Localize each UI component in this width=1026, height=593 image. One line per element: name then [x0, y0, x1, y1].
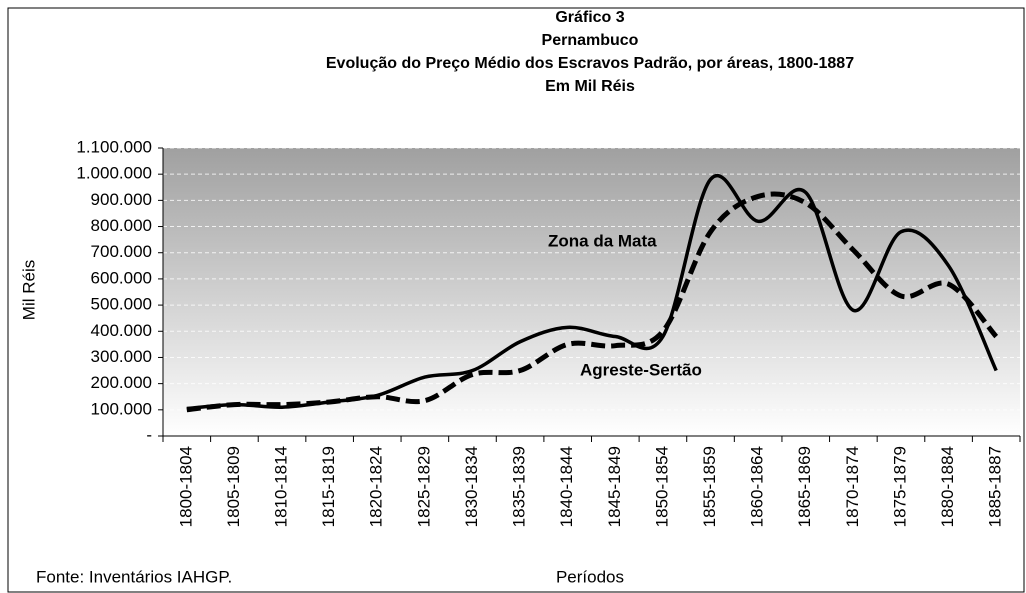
- x-tick-label: 1835-1839: [510, 446, 529, 527]
- line-series: [186, 191, 999, 413]
- chart-title: Gráfico 3: [555, 9, 624, 26]
- x-tick-label: 1825-1829: [414, 446, 433, 527]
- x-tick-label: 1820-1824: [367, 446, 386, 527]
- x-tick-label: 1815-1819: [319, 446, 338, 527]
- x-tick-label: 1860-1864: [748, 446, 767, 527]
- y-tick-label: 600.000: [91, 268, 152, 287]
- y-tick-label: 800.000: [91, 216, 152, 235]
- x-tick-label: 1875-1879: [890, 446, 909, 527]
- x-tick-label: 1800-1804: [176, 446, 195, 527]
- x-tick-label: 1855-1859: [700, 446, 719, 527]
- x-tick-label: 1810-1814: [272, 446, 291, 527]
- series-label: Agreste-Sertão: [580, 360, 702, 379]
- x-tick-label: 1865-1869: [795, 446, 814, 527]
- chart-title: Pernambuco: [542, 32, 639, 49]
- y-tick-label: 700.000: [91, 242, 152, 261]
- source-note: Fonte: Inventários IAHGP.: [36, 567, 232, 586]
- x-tick-label: 1885-1887: [986, 446, 1005, 527]
- y-tick-label: 900.000: [91, 190, 152, 209]
- y-tick-label: 100.000: [91, 399, 152, 418]
- x-tick-label: 1830-1834: [462, 446, 481, 527]
- y-tick-label: 1.000.000: [76, 164, 152, 183]
- series-label: Zona da Mata: [548, 231, 657, 250]
- y-tick-label: 500.000: [91, 295, 152, 314]
- x-tick-label: 1870-1874: [843, 446, 862, 527]
- chart-title: Evolução do Preço Médio dos Escravos Pad…: [326, 55, 854, 72]
- y-tick-label: 400.000: [91, 321, 152, 340]
- chart-title: Em Mil Réis: [545, 78, 635, 95]
- x-tick-label: 1880-1884: [938, 446, 957, 527]
- x-tick-label: 1850-1854: [652, 446, 671, 527]
- plot-area: [163, 148, 1020, 436]
- y-tick-label: 1.100.000: [76, 137, 152, 156]
- x-tick-label: 1840-1844: [557, 446, 576, 527]
- y-tick-label: -: [146, 425, 152, 444]
- x-tick-label: 1805-1809: [224, 446, 243, 527]
- y-tick-label: 200.000: [91, 373, 152, 392]
- x-tick-label: 1845-1849: [605, 446, 624, 527]
- y-axis-label: Mil Réis: [19, 260, 38, 320]
- y-tick-label: 300.000: [91, 347, 152, 366]
- x-axis-label: Períodos: [556, 567, 624, 586]
